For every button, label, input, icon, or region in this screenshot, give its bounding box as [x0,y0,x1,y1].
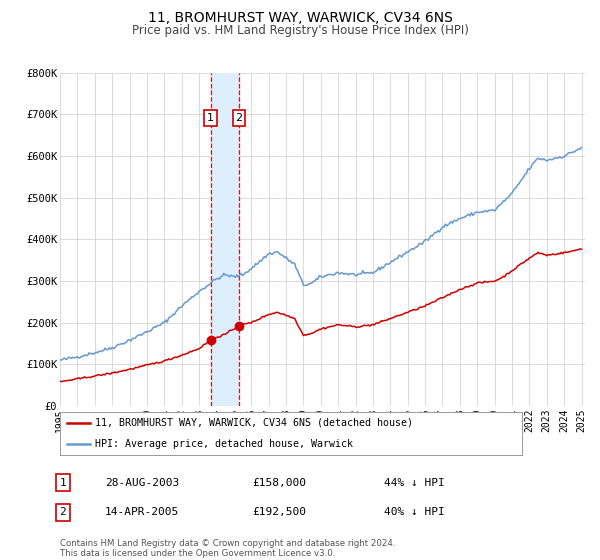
Text: HPI: Average price, detached house, Warwick: HPI: Average price, detached house, Warw… [95,438,353,449]
Text: 44% ↓ HPI: 44% ↓ HPI [384,478,445,488]
Text: 2: 2 [59,507,67,517]
Text: 2: 2 [235,113,242,123]
Text: Contains HM Land Registry data © Crown copyright and database right 2024.
This d: Contains HM Land Registry data © Crown c… [60,539,395,558]
Text: 11, BROMHURST WAY, WARWICK, CV34 6NS: 11, BROMHURST WAY, WARWICK, CV34 6NS [148,11,452,25]
Text: 28-AUG-2003: 28-AUG-2003 [105,478,179,488]
Text: Price paid vs. HM Land Registry's House Price Index (HPI): Price paid vs. HM Land Registry's House … [131,24,469,36]
Text: 11, BROMHURST WAY, WARWICK, CV34 6NS (detached house): 11, BROMHURST WAY, WARWICK, CV34 6NS (de… [95,418,413,428]
Text: £192,500: £192,500 [252,507,306,517]
Text: £158,000: £158,000 [252,478,306,488]
Text: 40% ↓ HPI: 40% ↓ HPI [384,507,445,517]
Text: 14-APR-2005: 14-APR-2005 [105,507,179,517]
Bar [211,73,239,406]
Text: 1: 1 [207,113,214,123]
Text: 1: 1 [59,478,67,488]
